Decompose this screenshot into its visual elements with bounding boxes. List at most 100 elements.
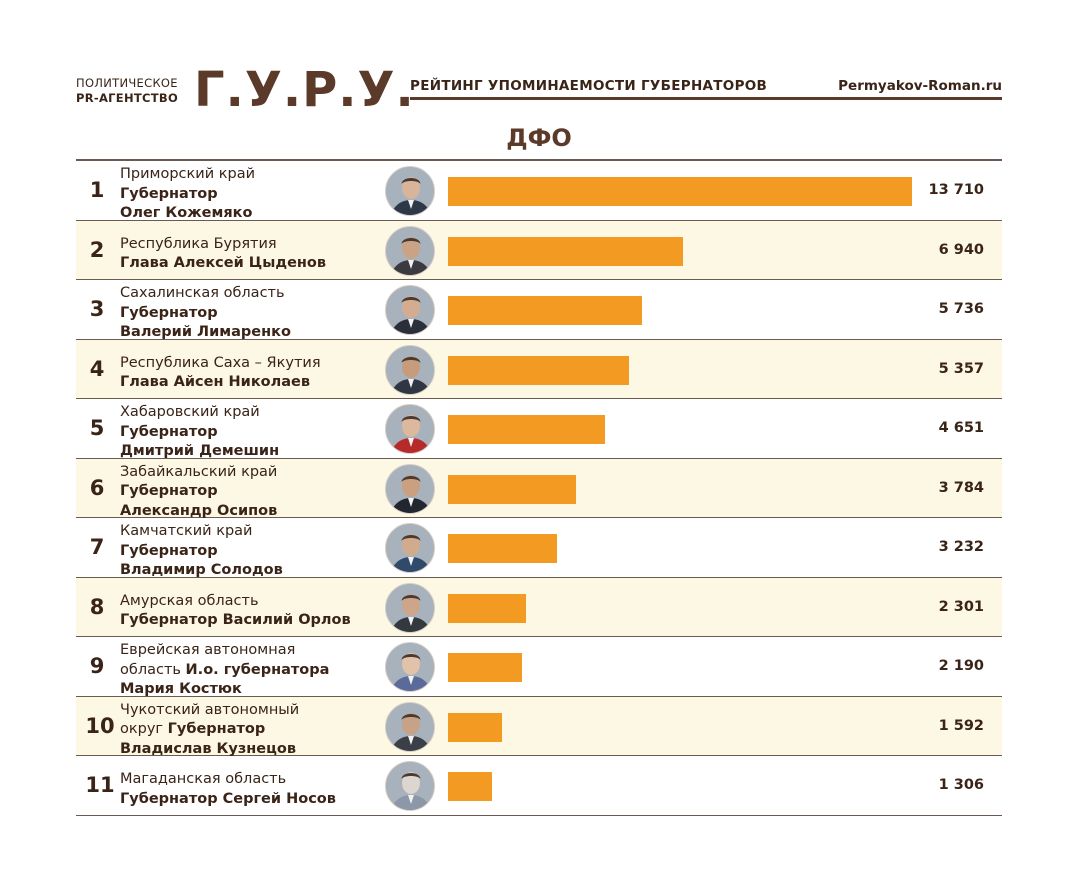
bar xyxy=(448,534,557,563)
portrait-photo xyxy=(385,344,435,395)
value-label: 1 306 xyxy=(938,777,984,794)
chart-title: РЕЙТИНГ УПОМИНАЕМОСТИ ГУБЕРНАТОРОВ xyxy=(410,78,768,94)
portrait-photo xyxy=(385,523,435,573)
table-row: 7 Камчатский край Губернатор Владимир Солод… xyxy=(76,518,1002,578)
governor-title: Губернатор xyxy=(120,304,218,321)
rank-number: 8 xyxy=(89,594,105,619)
region-name: Магаданская область xyxy=(120,771,287,787)
brand-logo: Г.У.Р.У. xyxy=(194,62,415,118)
governor-info: Забайкальский край Губернатор Александр Ос… xyxy=(120,463,380,522)
value-label: 1 592 xyxy=(938,717,984,734)
region-name-continued: округ xyxy=(120,721,164,737)
rank-number: 9 xyxy=(89,654,105,679)
bar xyxy=(448,415,605,444)
value-label: 13 710 xyxy=(928,182,985,199)
governor-info: Республика Саха – Якутия Глава Айсен Нико… xyxy=(120,354,380,393)
region-name-continued: область xyxy=(120,661,181,678)
governor-title: Губернатор xyxy=(120,423,218,440)
value-label: 3 784 xyxy=(938,479,984,496)
value-label: 2 301 xyxy=(938,598,984,615)
bar-track xyxy=(448,697,918,756)
table-row: 2 Республика Бурятия Глава Алексей Цыденов… xyxy=(76,220,1002,280)
portrait-photo xyxy=(385,582,435,633)
bar-track xyxy=(448,221,918,280)
governor-info: Республика Бурятия Глава Алексей Цыденов xyxy=(120,235,380,274)
table-row: 8 Амурская область Губернатор Василий Орло… xyxy=(76,577,1002,637)
rank-number: 1 xyxy=(89,178,105,203)
governor-info: Сахалинская область Губернатор Валерий Лим… xyxy=(120,284,380,343)
bar xyxy=(448,355,629,385)
rank-number: 2 xyxy=(89,237,105,262)
portrait-photo xyxy=(385,642,435,692)
header-divider xyxy=(410,97,1002,100)
governor-name: Владимир Солодов xyxy=(120,562,283,578)
header: ПОЛИТИЧЕСКОЕ PR-АГЕНТСТВО Г.У.Р.У. РЕЙТИ… xyxy=(76,64,1002,118)
bar-track xyxy=(448,161,918,220)
portrait-photo xyxy=(385,166,435,216)
rank-number: 10 xyxy=(85,713,115,738)
governor-info: Чукотский автономный округ Губернатор Влад… xyxy=(120,701,380,760)
agency-label: ПОЛИТИЧЕСКОЕ PR-АГЕНТСТВО xyxy=(76,76,178,106)
bar-track xyxy=(448,459,918,518)
governor-info: Приморский край Губернатор Олег Кожемяко xyxy=(120,165,380,224)
value-label: 5 357 xyxy=(938,360,984,377)
bar-track xyxy=(448,280,918,339)
bar xyxy=(448,593,526,623)
table-top-divider xyxy=(76,159,1002,161)
bar-track xyxy=(448,399,918,458)
bar-track xyxy=(448,756,918,815)
value-label: 5 736 xyxy=(938,301,984,318)
table-row: 5 Хабаровский край Губернатор Дмитрий Демеш… xyxy=(76,399,1002,459)
governor-title: Губернатор Сергей Носов xyxy=(120,790,336,807)
governor-name: Валерий Лимаренко xyxy=(120,324,291,340)
value-label: 4 651 xyxy=(938,420,984,437)
bar xyxy=(448,474,576,504)
governor-title: Губернатор xyxy=(120,185,218,202)
region-name: Хабаровский край xyxy=(120,404,260,420)
value-label: 6 940 xyxy=(938,241,984,258)
portrait-photo xyxy=(385,285,435,335)
region-name: Камчатский край xyxy=(120,523,253,539)
region-name: Чукотский автономный xyxy=(120,701,300,718)
value-label: 2 190 xyxy=(938,658,984,675)
portrait-photo xyxy=(385,404,435,454)
bar-track xyxy=(448,518,918,577)
rank-number: 5 xyxy=(89,416,105,441)
governor-title: Губернатор xyxy=(167,721,266,737)
bar xyxy=(448,177,912,206)
governor-title: Губернатор xyxy=(120,542,218,559)
bar-track xyxy=(448,578,918,637)
rank-number: 11 xyxy=(85,773,115,798)
table-row: 4 Республика Саха – Якутия Глава Айсен Ник… xyxy=(76,339,1002,399)
governor-name: Олег Кожемяко xyxy=(120,205,253,221)
region-title: ДФО xyxy=(506,124,572,152)
table-row: 3 Сахалинская область Губернатор Валерий Ли… xyxy=(76,280,1002,340)
bar xyxy=(448,653,522,682)
governor-title: Губернатор Василий Орлов xyxy=(120,612,351,628)
table-row: 1 Приморский край Губернатор Олег Кожемяко 1… xyxy=(76,161,1002,221)
governor-info: Амурская область Губернатор Василий Орлов xyxy=(120,592,380,631)
governor-title: Глава Алексей Цыденов xyxy=(120,255,327,271)
governor-name: Дмитрий Демешин xyxy=(120,443,280,459)
ranking-rows: 1 Приморский край Губернатор Олег Кожемяко 1… xyxy=(76,161,1002,816)
portrait-photo xyxy=(385,225,435,276)
governor-info: Хабаровский край Губернатор Дмитрий Демеши… xyxy=(120,403,380,462)
bar xyxy=(448,712,502,742)
table-row: 6 Забайкальский край Губернатор Александр О… xyxy=(76,458,1002,522)
agency-line-1: ПОЛИТИЧЕСКОЕ xyxy=(76,76,178,90)
table-row: 10 Чукотский автономный округ Губернатор Вл… xyxy=(76,696,1002,760)
region-name: Сахалинская область xyxy=(120,285,285,301)
region-name: Республика Саха – Якутия xyxy=(120,354,321,371)
rank-number: 3 xyxy=(89,297,105,322)
governor-name: Владислав Кузнецов xyxy=(120,740,297,757)
governor-info: Еврейская автономная область И.о. губерна… xyxy=(120,641,380,700)
portrait-photo xyxy=(385,761,435,811)
rank-number: 7 xyxy=(89,535,105,560)
region-name: Забайкальский край xyxy=(120,463,278,480)
portrait-photo xyxy=(385,701,435,752)
bar-track xyxy=(448,637,918,696)
region-name: Амурская область xyxy=(120,592,259,609)
bar xyxy=(448,296,642,325)
bar xyxy=(448,772,492,801)
bar xyxy=(448,236,683,266)
